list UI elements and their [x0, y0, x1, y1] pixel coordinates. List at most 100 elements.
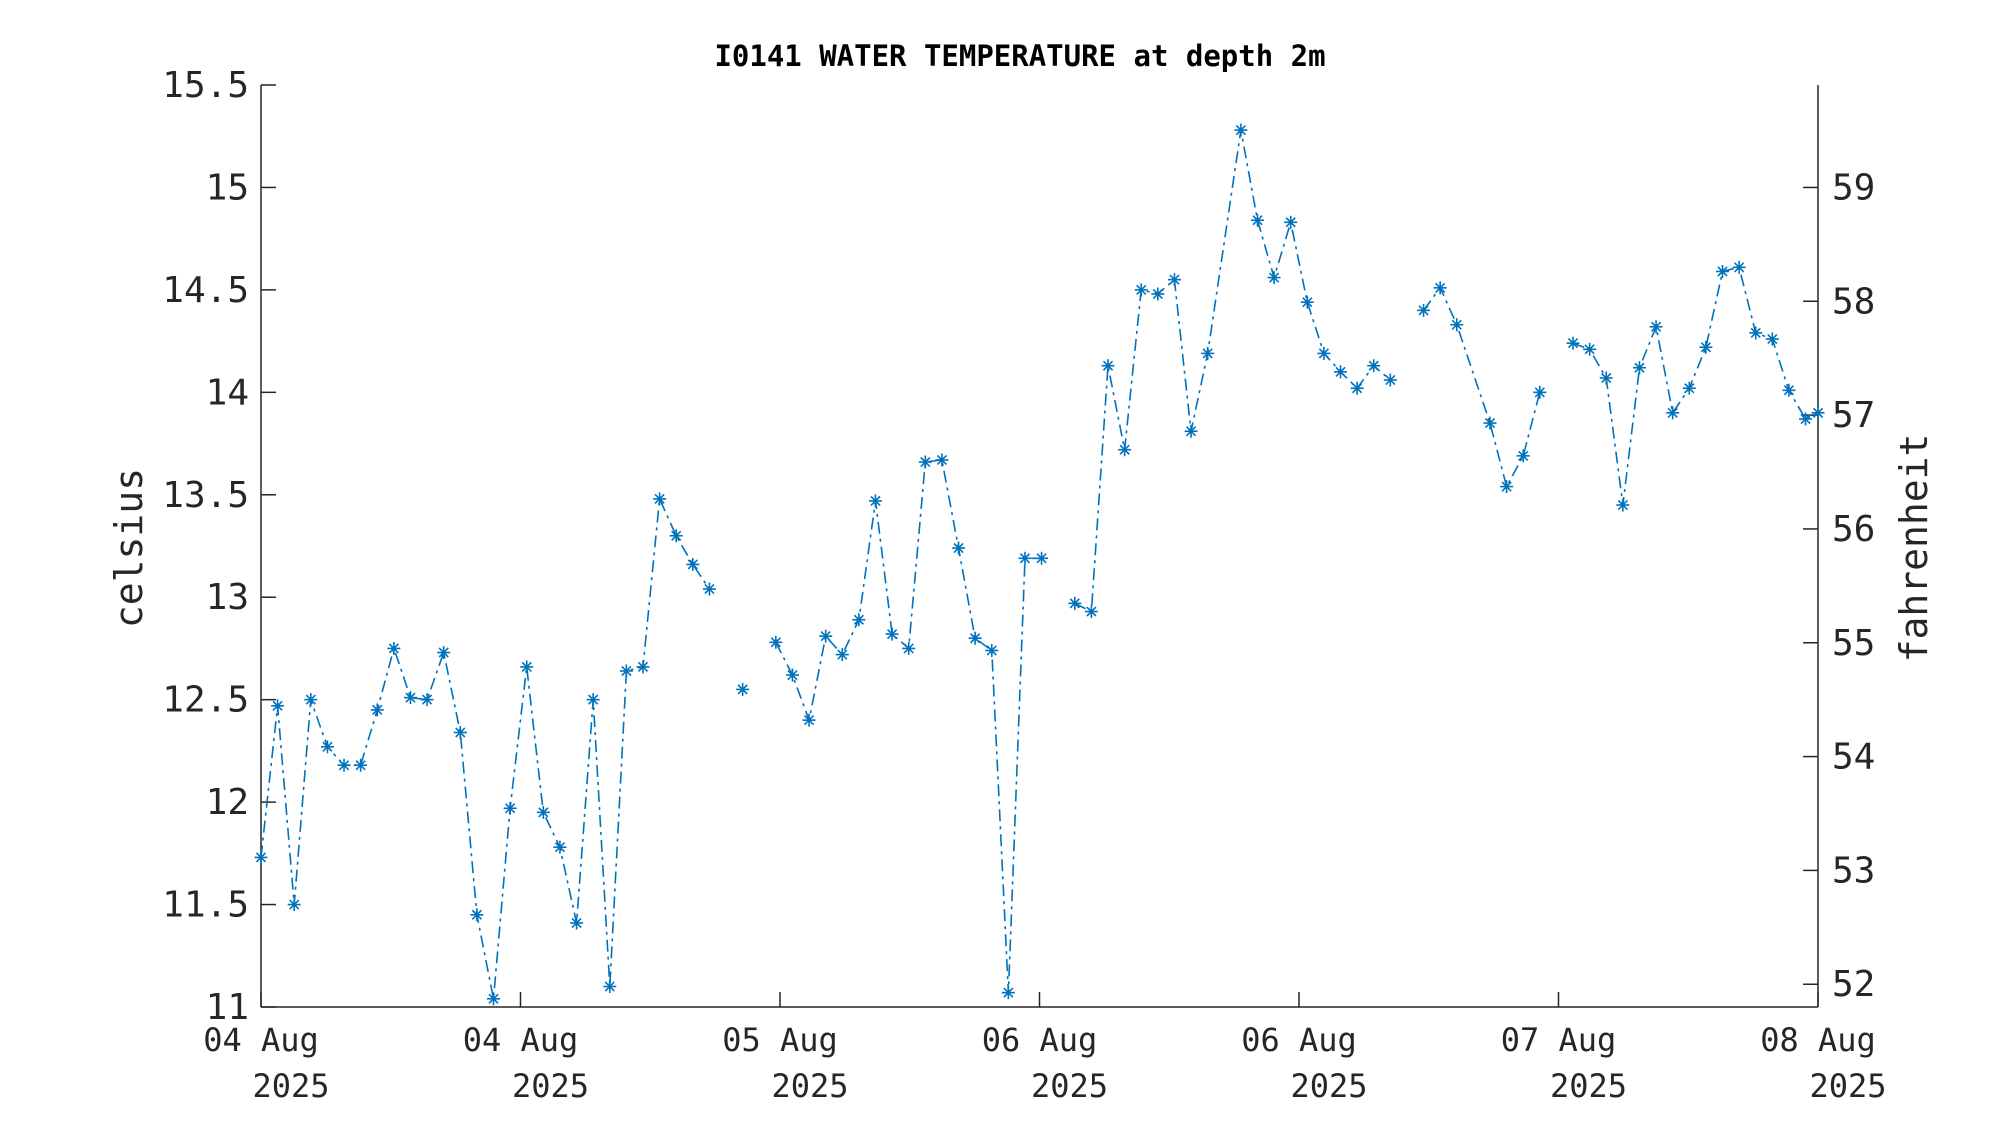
data-point — [702, 582, 716, 596]
data-point — [1732, 260, 1746, 274]
data-point — [1682, 381, 1696, 395]
data-point — [320, 740, 334, 754]
data-point — [1811, 406, 1825, 420]
x-tick-label-year: 2025 — [1031, 1067, 1108, 1105]
x-tick-label-date: 05 Aug — [722, 1021, 838, 1059]
data-point — [287, 898, 301, 912]
x-tick-label-date: 07 Aug — [1501, 1021, 1617, 1059]
data-point — [570, 916, 584, 930]
x-tick-label-date: 06 Aug — [1241, 1021, 1357, 1059]
right-y-tick-label: 53 — [1832, 850, 1875, 891]
series-line-segment — [260, 495, 711, 999]
axes-frame — [260, 85, 1819, 1008]
x-tick-label-year: 2025 — [252, 1067, 329, 1105]
data-point — [736, 682, 750, 696]
data-point — [819, 629, 833, 643]
data-point — [536, 805, 550, 819]
left-y-ticks: 11 11.5 12 12.5 13 13.5 14 14.5 15 15.5 — [162, 65, 276, 1028]
x-ticks: 04 Aug 2025 04 Aug 2025 05 Aug 2025 06 Aug 2025… — [203, 992, 1887, 1105]
data-point — [1250, 213, 1264, 227]
data-point — [619, 664, 633, 678]
left-y-tick-label: 13 — [206, 577, 249, 618]
data-point — [902, 641, 916, 655]
data-point — [1500, 480, 1514, 494]
data-point — [1118, 443, 1132, 457]
x-tick-label-date: 04 Aug — [203, 1021, 319, 1059]
data-point — [968, 631, 982, 645]
data-point — [636, 660, 650, 674]
data-point — [1300, 295, 1314, 309]
y-axis-label-right: fahrenheit — [1892, 434, 1936, 663]
data-point — [952, 541, 966, 555]
data-point — [1765, 332, 1779, 346]
data-point — [387, 641, 401, 655]
data-point — [1649, 320, 1663, 334]
x-tick-label-year: 2025 — [771, 1067, 848, 1105]
data-point — [1367, 359, 1381, 373]
x-tick-label-year: 2025 — [1290, 1067, 1367, 1105]
data-point — [1167, 273, 1181, 287]
data-point — [1201, 346, 1215, 360]
left-y-tick-label: 11.5 — [162, 885, 249, 926]
data-point — [1450, 318, 1464, 332]
data-point — [1799, 412, 1813, 426]
data-point — [852, 613, 866, 627]
right-y-tick-label: 59 — [1832, 167, 1875, 208]
data-point — [1533, 385, 1547, 399]
data-point — [802, 713, 816, 727]
x-tick-label-date: 04 Aug — [463, 1021, 579, 1059]
y-axis-label-left: celsius — [107, 468, 151, 628]
data-point — [1616, 498, 1630, 512]
data-point — [453, 725, 467, 739]
left-y-tick-label: 13.5 — [162, 475, 249, 516]
left-y-tick-label: 15.5 — [162, 65, 249, 106]
data-point — [603, 980, 617, 994]
data-point — [885, 627, 899, 641]
data-point — [686, 557, 700, 571]
data-point — [420, 693, 434, 707]
data-point — [1632, 361, 1646, 375]
data-point — [868, 494, 882, 508]
data-point — [653, 492, 667, 506]
data-point — [487, 992, 501, 1006]
data-point — [437, 646, 451, 660]
data-point — [769, 635, 783, 649]
data-point — [1184, 424, 1198, 438]
data-point — [1018, 551, 1032, 565]
data-point — [271, 699, 285, 713]
data-point — [503, 801, 517, 815]
left-y-tick-label: 11 — [206, 987, 249, 1028]
data-point — [1483, 416, 1497, 430]
data-point — [1383, 373, 1397, 387]
data-point — [1716, 264, 1730, 278]
data-point — [354, 758, 368, 772]
data-point — [1566, 336, 1580, 350]
data-point — [1284, 215, 1298, 229]
data-point — [520, 660, 534, 674]
right-y-tick-label: 52 — [1832, 964, 1875, 1005]
data-point — [669, 529, 683, 543]
data-point — [304, 693, 318, 707]
data-point — [918, 455, 932, 469]
data-point — [1417, 303, 1431, 317]
right-y-tick-label: 58 — [1832, 281, 1875, 322]
data-point — [1068, 596, 1082, 610]
data-point — [1334, 365, 1348, 379]
data-point — [1516, 449, 1530, 463]
series-line-segment — [1074, 129, 1391, 613]
series-line-segment — [1572, 266, 1819, 506]
x-tick-label-year: 2025 — [1550, 1067, 1627, 1105]
chart-title: I0141 WATER TEMPERATURE at depth 2m — [714, 39, 1325, 73]
data-point — [1317, 346, 1331, 360]
data-point — [1583, 342, 1597, 356]
data-point — [835, 648, 849, 662]
data-point — [1699, 340, 1713, 354]
data-point — [1001, 986, 1015, 1000]
data-point — [785, 668, 799, 682]
data-point — [985, 643, 999, 657]
data-point — [935, 453, 949, 467]
data-point — [337, 758, 351, 772]
left-y-tick-label: 14 — [206, 372, 249, 413]
data-point — [1267, 271, 1281, 285]
series-temperature — [254, 123, 1825, 1006]
